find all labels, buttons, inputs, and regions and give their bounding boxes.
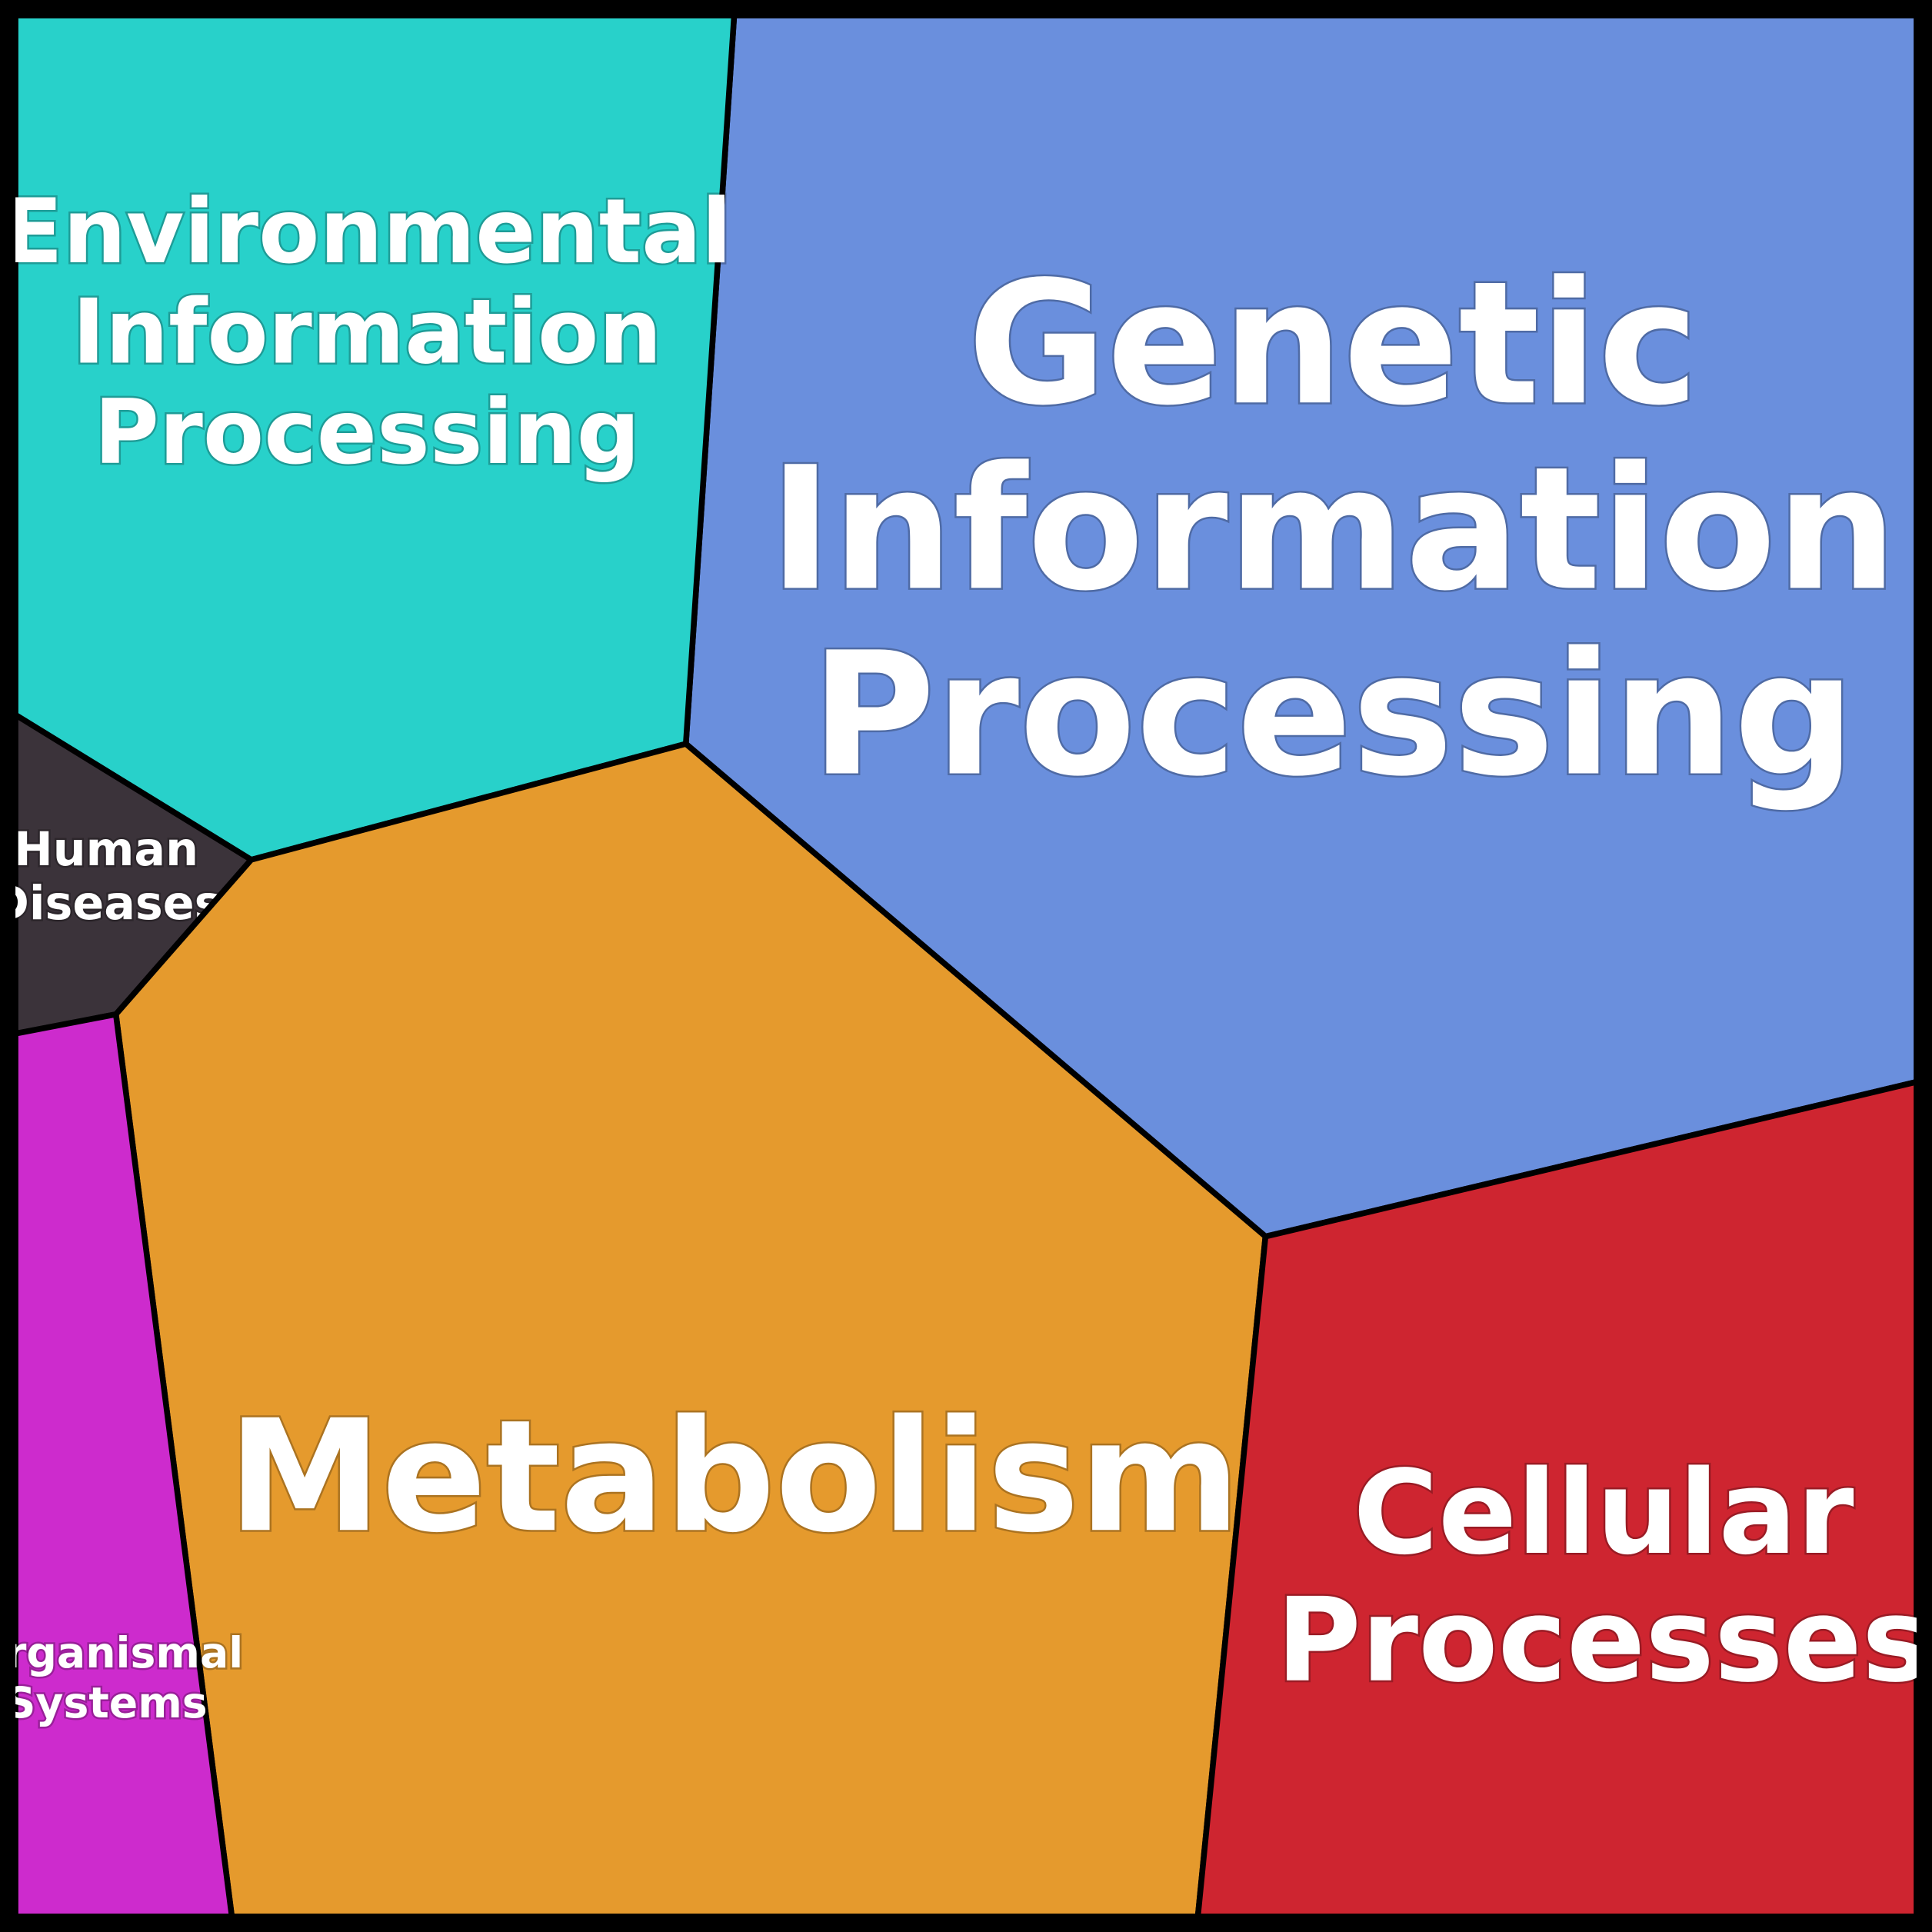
cell-label-cellular: CellularProcesses (1276, 1444, 1930, 1707)
cell-label-environmental: EnvironmentalInformationProcessing (2, 181, 732, 485)
voronoi-treemap: GeneticInformationProcessingEnvironmenta… (0, 0, 1932, 1932)
cell-label-organismal: OrganismalSystems (0, 1629, 243, 1728)
cell-label-human-diseases: HumanDiseases (0, 822, 222, 930)
cell-label-metabolism: Metabolism (228, 1387, 1241, 1567)
cell-environmental: EnvironmentalInformationProcessing (2, 15, 734, 860)
